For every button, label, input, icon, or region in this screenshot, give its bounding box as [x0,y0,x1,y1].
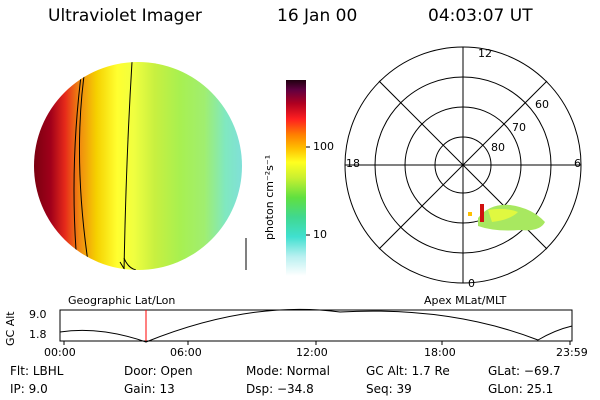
altitude-timeline [59,308,573,345]
longitude-line [73,67,83,251]
coastline [123,257,137,270]
instrument-title: Ultraviolet Imager [48,6,202,26]
projection-left-caption: Geographic Lat/Lon [68,294,176,307]
info-gcalt: GC Alt: 1.7 Re [366,364,450,378]
timeline-tick-0000: 00:00 [44,346,76,359]
mlat-label-70: 70 [512,121,526,134]
mlat-label-80: 80 [491,141,505,154]
longitude-line [78,62,89,263]
polar-aurora [468,204,545,231]
time-label: 04:03:07 UT [428,6,533,26]
coastline [119,261,131,270]
timeline-ymax: 9.0 [29,308,47,321]
info-dsp: Dsp: −34.8 [246,382,314,396]
colorbar-tick-10: 10 [313,228,327,241]
colorbar [286,80,310,276]
earth-disc-image [34,62,247,270]
info-ip: IP: 9.0 [10,382,48,396]
colorbar-unit-label: photon cm⁻²s⁻¹ [263,154,276,240]
info-gain: Gain: 13 [124,382,175,396]
info-flt: Flt: LBHL [10,364,64,378]
colorbar-tick-100: 100 [313,140,334,153]
timeline-tick-0600: 06:00 [170,346,202,359]
timeline-ylabel: GC Alt [4,311,17,346]
timeline-ymin: 1.8 [29,328,47,341]
mlat-label-60: 60 [535,98,549,111]
mlt-label-0: 0 [468,277,475,290]
info-glat: GLat: −69.7 [488,364,561,378]
timeline-tick-2359: 23:59 [556,346,588,359]
info-mode: Mode: Normal [246,364,330,378]
polar-plot [344,46,582,284]
timeline-tick-1200: 12:00 [296,346,328,359]
mlt-label-12: 12 [478,47,492,60]
mlt-label-18: 18 [346,157,360,170]
longitude-line [123,62,133,270]
info-door: Door: Open [124,364,193,378]
info-seq: Seq: 39 [366,382,412,396]
timeline-tick-1800: 18:00 [424,346,456,359]
projection-right-caption: Apex MLat/MLT [424,294,507,307]
info-glon: GLon: 25.1 [488,382,554,396]
date-label: 16 Jan 00 [277,6,358,26]
mlt-label-6: 6 [574,157,581,170]
